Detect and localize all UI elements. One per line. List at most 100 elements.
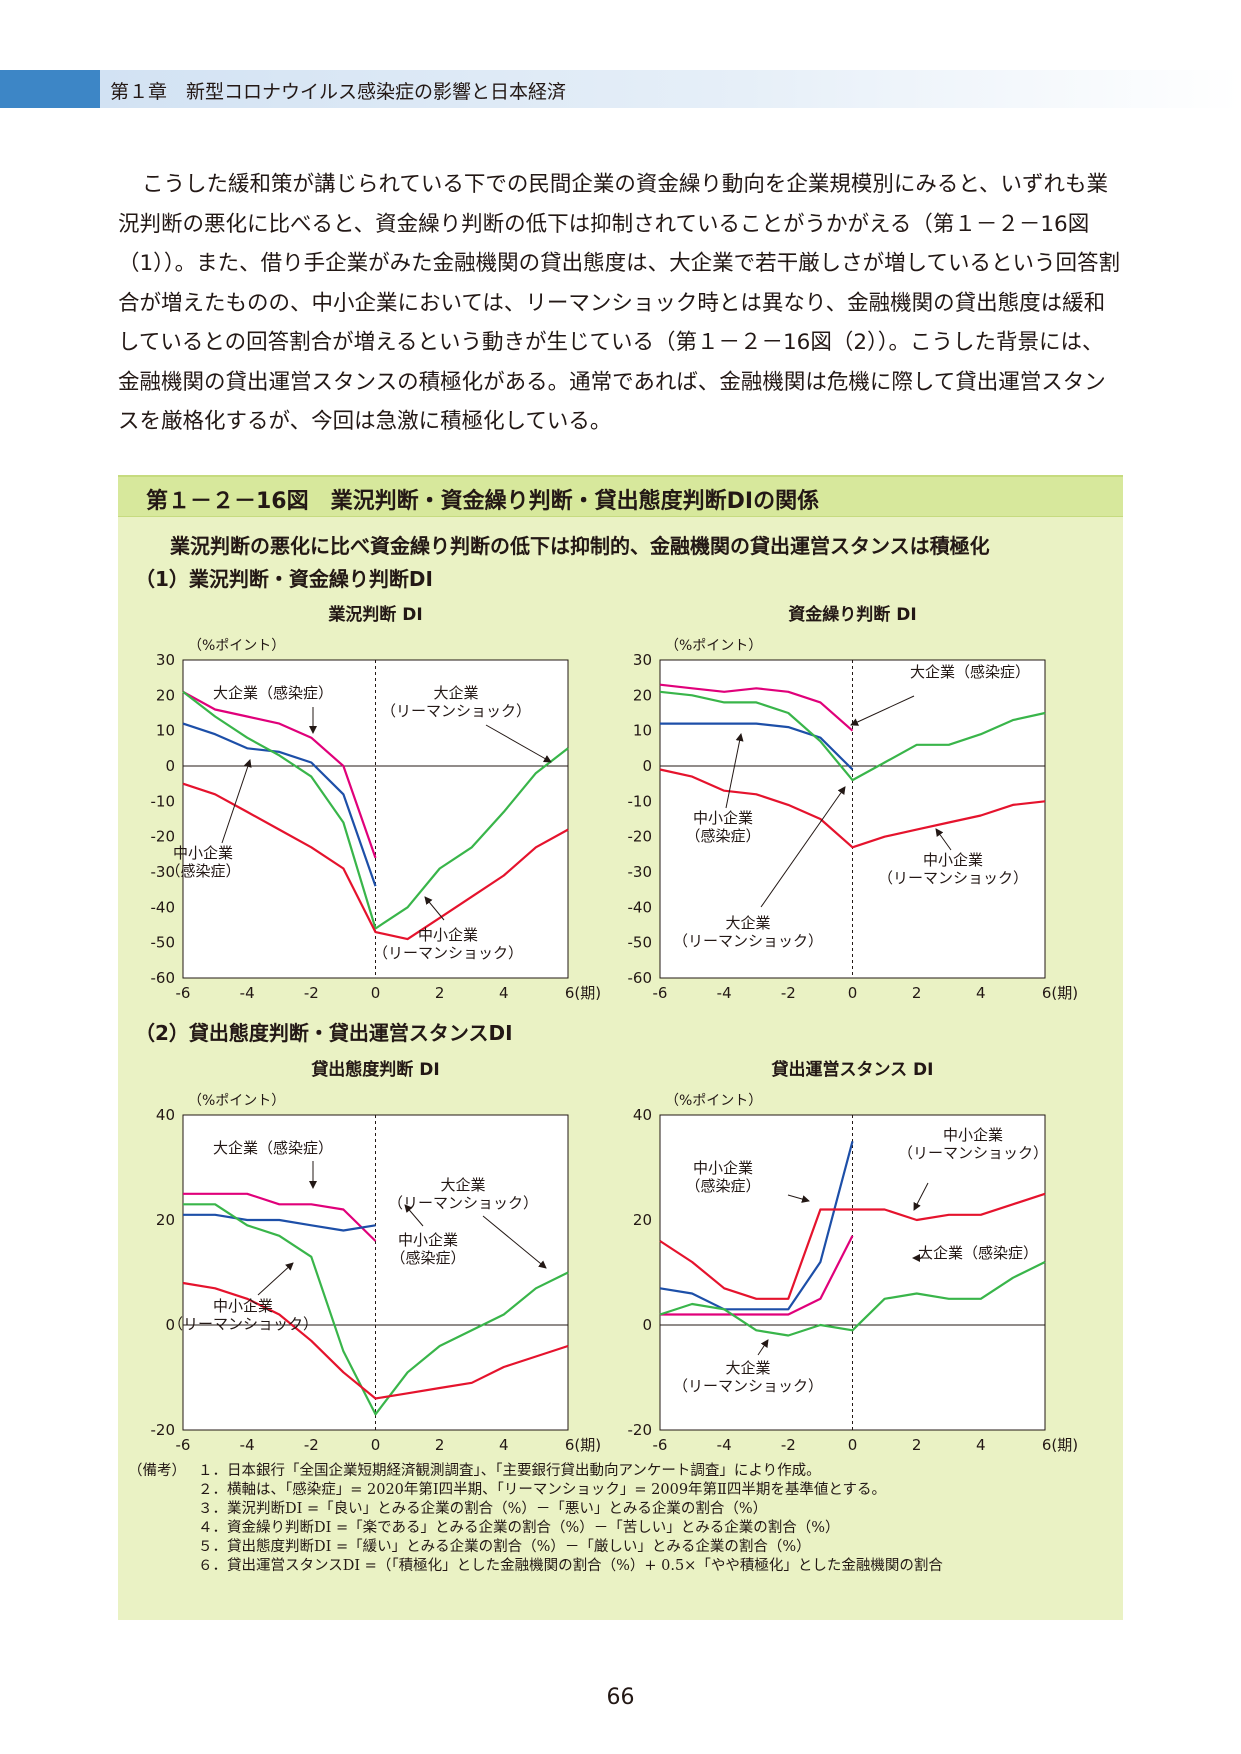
annotation-label: 中小企業 [923, 851, 983, 869]
y-tick-label: 10 [156, 722, 175, 740]
x-tick-label: 2 [435, 1436, 445, 1454]
series-line-sme_lehman [659, 768, 1046, 849]
x-tick-label: -2 [304, 984, 319, 1002]
charts-svg: 業況判断 DI（%ポイント）3020100-10-20-30-40-50-60-… [151, 604, 1079, 1454]
y-tick-label: -30 [628, 863, 653, 881]
chapter-header-tab [0, 70, 100, 108]
y-unit-label: （%ポイント） [665, 638, 762, 654]
y-unit-label: （%ポイント） [188, 1093, 285, 1109]
note-item: １．日本銀行「全国企業短期経済観測調査」、「主要銀行貸出動向アンケート調査」によ… [198, 1463, 821, 1479]
annotation-label: 中小企業 [398, 1231, 458, 1249]
x-tick-label: 0 [848, 984, 858, 1002]
annotation-label: 大企業（感染症） [918, 1244, 1038, 1262]
annotation-label: 中小企業 [418, 926, 478, 944]
chapter-header-title: 第１章 新型コロナウイルス感染症の影響と日本経済 [110, 81, 567, 103]
chart-title: 資金繰り判断 DI [788, 604, 916, 625]
y-tick-label: -40 [628, 898, 653, 916]
annotation-label: 大企業（感染症） [213, 684, 333, 702]
annotation-arrow [757, 1339, 769, 1356]
y-tick-label: -60 [628, 969, 653, 987]
annotation-label: （リーマンショック） [673, 932, 823, 950]
y-unit-label: （%ポイント） [665, 1093, 762, 1109]
y-tick-label: -20 [151, 828, 176, 846]
annotation-arrow [850, 695, 915, 726]
x-tick-label: -2 [304, 1436, 319, 1454]
chart-title: 業況判断 DI [328, 604, 422, 625]
annotation-arrow [787, 1194, 810, 1203]
y-tick-label: 20 [633, 686, 652, 704]
y-tick-label: -10 [151, 792, 176, 810]
series-line-sme_lehman [182, 782, 569, 941]
y-tick-label: 30 [156, 651, 175, 669]
section-label-1: （1）業況判断・資金繰り判断DI [135, 567, 433, 591]
annotation-arrow [257, 1262, 294, 1296]
series-line-sme_covid [183, 1213, 376, 1232]
annotation-label: 中小企業 [693, 1159, 753, 1177]
x-tick-label: -6 [653, 984, 668, 1002]
note-item: ２．横軸は、「感染症」= 2020年第Ⅰ四半期、「リーマンショック」= 2009… [198, 1482, 886, 1498]
x-tick-label: 6(期) [565, 1436, 601, 1454]
x-tick-label: -2 [781, 1436, 796, 1454]
series-line-sme_lehman [182, 1281, 569, 1400]
note-item: ３．業況判断DI =「良い」とみる企業の割合（%）－「悪い」とみる企業の割合（%… [198, 1501, 768, 1517]
annotation-label: 中小企業 [213, 1297, 273, 1315]
series-line-sme_lehman [659, 1192, 1046, 1300]
x-tick-label: 4 [499, 1436, 509, 1454]
annotation-arrow [725, 733, 744, 809]
y-tick-label: 20 [633, 1211, 652, 1229]
figure-subtitle: 業況判断の悪化に比べ資金繰り判断の低下は抑制的、金融機関の貸出運営スタンスは積極… [170, 534, 990, 558]
series-line-large_lehman [182, 690, 569, 930]
body-text: こうした緩和策が講じられている下での民間企業の資金繰り動向を企業規模別にみると、… [118, 165, 1123, 442]
annotation-label: 大企業 [433, 684, 478, 702]
annotation-label: 中小企業 [943, 1126, 1003, 1144]
annotation-label: （感染症） [685, 827, 760, 845]
x-tick-label: -4 [717, 1436, 732, 1454]
series-line-large_covid [182, 690, 377, 859]
x-tick-label: -4 [717, 984, 732, 1002]
y-tick-label: 20 [156, 686, 175, 704]
y-tick-label: -20 [628, 828, 653, 846]
y-tick-label: -50 [628, 934, 653, 952]
annotation-label: （リーマンショック） [878, 869, 1028, 887]
annotation-label: 中小企業 [173, 844, 233, 862]
y-tick-label: -50 [151, 934, 176, 952]
y-tick-label: 20 [156, 1211, 175, 1229]
series-line-sme_covid [182, 722, 377, 887]
annotation-arrow [913, 1182, 929, 1211]
annotation-arrow [760, 786, 846, 908]
y-tick-label: 0 [642, 1316, 652, 1334]
x-tick-label: -4 [240, 1436, 255, 1454]
annotation-arrow [482, 1215, 547, 1269]
y-unit-label: （%ポイント） [188, 638, 285, 654]
x-tick-label: 6(期) [565, 984, 601, 1002]
figure-title: 第１－２－16図 業況判断・資金繰り判断・貸出態度判断DIの関係 [146, 489, 820, 514]
series-line-large_lehman [659, 1261, 1046, 1337]
notes-lead: （備考） [128, 1463, 186, 1479]
y-tick-label: -40 [151, 898, 176, 916]
x-tick-label: 0 [848, 1436, 858, 1454]
chapter-header-bar [0, 70, 1241, 108]
body-paragraph: こうした緩和策が講じられている下での民間企業の資金繰り動向を企業規模別にみると、… [118, 172, 1121, 434]
page-number: 66 [606, 1685, 635, 1710]
x-tick-label: -6 [653, 1436, 668, 1454]
y-tick-label: 30 [633, 651, 652, 669]
chart-title: 貸出運営スタンス DI [770, 1059, 933, 1080]
annotation-label: （リーマンショック） [673, 1377, 823, 1395]
x-tick-label: -6 [176, 984, 191, 1002]
annotation-label: 大企業 [725, 914, 770, 932]
x-tick-label: 2 [912, 1436, 922, 1454]
series-line-large_covid [659, 683, 854, 732]
annotation-arrow [221, 759, 252, 844]
x-tick-label: -6 [176, 1436, 191, 1454]
x-tick-label: 6(期) [1042, 1436, 1078, 1454]
annotation-arrow [935, 828, 952, 851]
annotation-label: （感染症） [390, 1249, 465, 1267]
annotation-label: 中小企業 [693, 809, 753, 827]
y-tick-label: -10 [628, 792, 653, 810]
x-tick-label: -4 [240, 984, 255, 1002]
y-tick-label: -60 [151, 969, 176, 987]
x-tick-label: 0 [371, 1436, 381, 1454]
series-line-large_covid [183, 1192, 377, 1242]
y-tick-label: 0 [165, 1316, 175, 1334]
section-label-2: （2）貸出態度判断・貸出運営スタンスDI [135, 1021, 513, 1045]
